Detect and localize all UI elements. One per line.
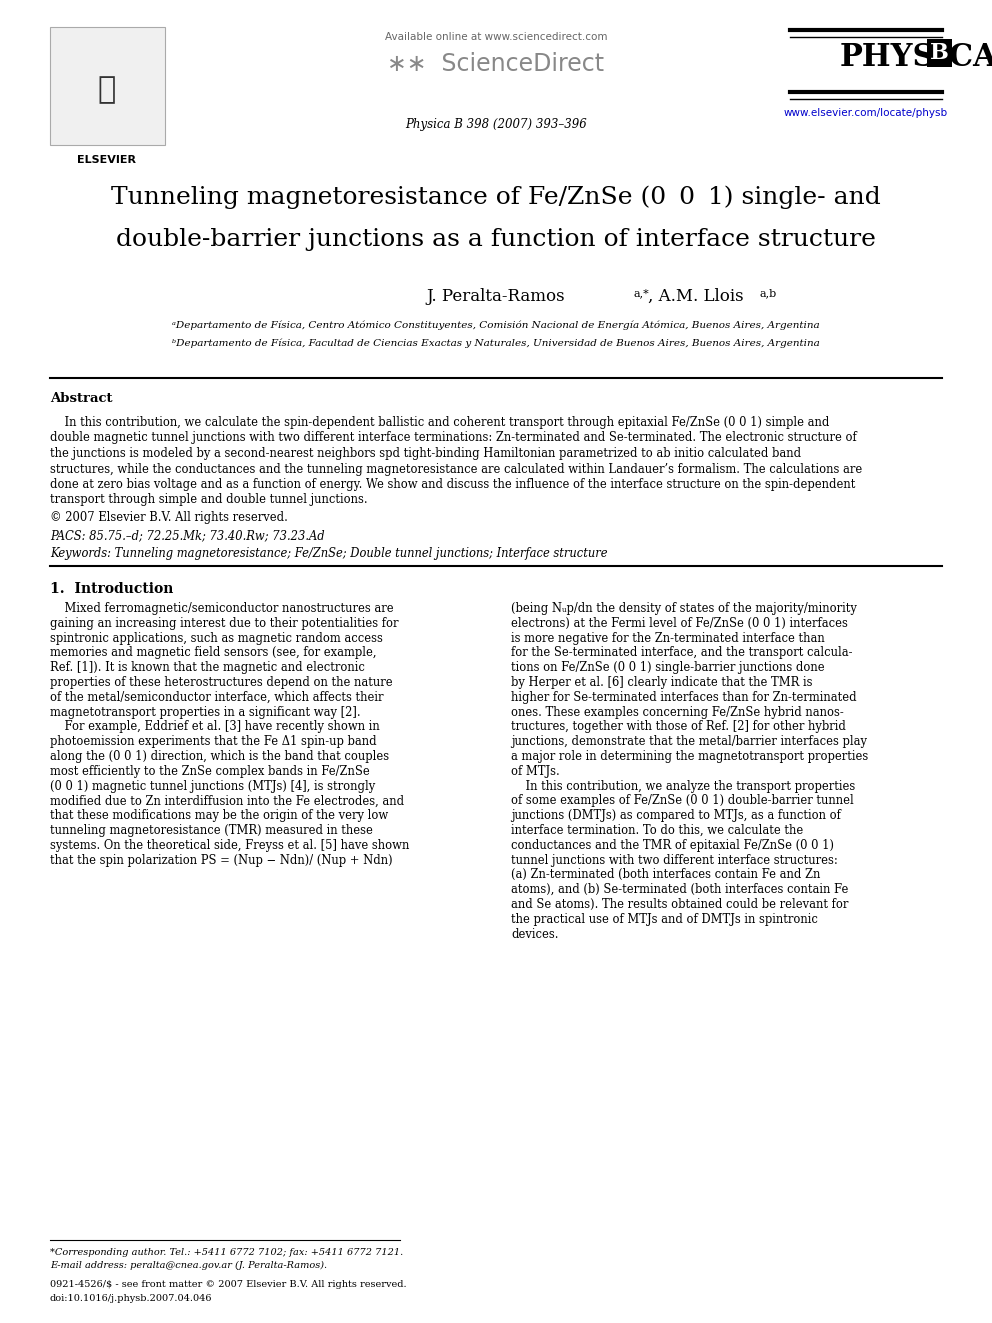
Text: structures, while the conductances and the tunneling magnetoresistance are calcu: structures, while the conductances and t… [50, 463, 862, 475]
Text: doi:10.1016/j.physb.2007.04.046: doi:10.1016/j.physb.2007.04.046 [50, 1294, 212, 1303]
Text: Keywords: Tunneling magnetoresistance; Fe/ZnSe; Double tunnel junctions; Interfa: Keywords: Tunneling magnetoresistance; F… [50, 546, 607, 560]
Text: Mixed ferromagnetic/semiconductor nanostructures are: Mixed ferromagnetic/semiconductor nanost… [50, 602, 394, 615]
Text: (a) Zn-terminated (both interfaces contain Fe and Zn: (a) Zn-terminated (both interfaces conta… [511, 868, 820, 881]
Text: gaining an increasing interest due to their potentialities for: gaining an increasing interest due to th… [50, 617, 399, 630]
Text: is more negative for the Zn-terminated interface than: is more negative for the Zn-terminated i… [511, 631, 824, 644]
Text: memories and magnetic field sensors (see, for example,: memories and magnetic field sensors (see… [50, 647, 377, 659]
Text: electrons) at the Fermi level of Fe/ZnSe (0 0 1) interfaces: electrons) at the Fermi level of Fe/ZnSe… [511, 617, 848, 630]
Text: higher for Se-terminated interfaces than for Zn-terminated: higher for Se-terminated interfaces than… [511, 691, 857, 704]
Text: , A.M. Llois: , A.M. Llois [648, 288, 744, 306]
Text: systems. On the theoretical side, Freyss et al. [5] have shown: systems. On the theoretical side, Freyss… [50, 839, 410, 852]
Text: the practical use of MTJs and of DMTJs in spintronic: the practical use of MTJs and of DMTJs i… [511, 913, 817, 926]
Text: atoms), and (b) Se-terminated (both interfaces contain Fe: atoms), and (b) Se-terminated (both inte… [511, 884, 848, 896]
Text: double magnetic tunnel junctions with two different interface terminations: Zn-t: double magnetic tunnel junctions with tw… [50, 431, 857, 445]
Text: of the metal/semiconductor interface, which affects their: of the metal/semiconductor interface, wh… [50, 691, 384, 704]
FancyBboxPatch shape [50, 26, 165, 146]
Text: (0 0 1) magnetic tunnel junctions (MTJs) [4], is strongly: (0 0 1) magnetic tunnel junctions (MTJs)… [50, 779, 375, 792]
Text: In this contribution, we analyze the transport properties: In this contribution, we analyze the tra… [511, 779, 855, 792]
Text: Abstract: Abstract [50, 392, 112, 405]
Text: tunneling magnetoresistance (TMR) measured in these: tunneling magnetoresistance (TMR) measur… [50, 824, 373, 837]
Text: 0921-4526/$ - see front matter © 2007 Elsevier B.V. All rights reserved.: 0921-4526/$ - see front matter © 2007 El… [50, 1279, 407, 1289]
Text: ᵃDepartamento de Física, Centro Atómico Constituyentes, Comisión Nacional de Ene: ᵃDepartamento de Física, Centro Atómico … [173, 320, 819, 329]
Text: of some examples of Fe/ZnSe (0 0 1) double-barrier tunnel: of some examples of Fe/ZnSe (0 0 1) doub… [511, 794, 854, 807]
Text: *Corresponding author. Tel.: +5411 6772 7102; fax: +5411 6772 7121.: *Corresponding author. Tel.: +5411 6772 … [50, 1248, 404, 1257]
Text: a,b: a,b [760, 288, 778, 298]
Text: ∗∗  ScienceDirect: ∗∗ ScienceDirect [388, 52, 604, 75]
Text: Tunneling magnetoresistance of Fe/ZnSe (0  0  1) single- and: Tunneling magnetoresistance of Fe/ZnSe (… [111, 185, 881, 209]
Text: done at zero bias voltage and as a function of energy. We show and discuss the i: done at zero bias voltage and as a funct… [50, 478, 855, 491]
Text: E-mail address: peralta@cnea.gov.ar (J. Peralta-Ramos).: E-mail address: peralta@cnea.gov.ar (J. … [50, 1261, 327, 1270]
Text: junctions (DMTJs) as compared to MTJs, as a function of: junctions (DMTJs) as compared to MTJs, a… [511, 810, 841, 822]
Text: devices.: devices. [511, 927, 558, 941]
Text: 🌲: 🌲 [98, 75, 116, 105]
Text: modified due to Zn interdiffusion into the Fe electrodes, and: modified due to Zn interdiffusion into t… [50, 794, 404, 807]
Text: that these modifications may be the origin of the very low: that these modifications may be the orig… [50, 810, 388, 822]
Text: a,*: a,* [634, 288, 650, 298]
Text: most efficiently to the ZnSe complex bands in Fe/ZnSe: most efficiently to the ZnSe complex ban… [50, 765, 370, 778]
Text: transport through simple and double tunnel junctions.: transport through simple and double tunn… [50, 493, 368, 507]
Text: © 2007 Elsevier B.V. All rights reserved.: © 2007 Elsevier B.V. All rights reserved… [50, 511, 288, 524]
Text: B: B [930, 42, 949, 64]
Text: ELSEVIER: ELSEVIER [77, 155, 137, 165]
Text: a major role in determining the magnetotransport properties: a major role in determining the magnetot… [511, 750, 868, 763]
Text: PACS: 85.75.–d; 72.25.Mk; 73.40.Rw; 73.23.Ad: PACS: 85.75.–d; 72.25.Mk; 73.40.Rw; 73.2… [50, 529, 324, 542]
Text: that the spin polarization PS = (Nup − Ndn)/ (Nup + Ndn): that the spin polarization PS = (Nup − N… [50, 853, 393, 867]
Text: ones. These examples concerning Fe/ZnSe hybrid nanos-: ones. These examples concerning Fe/ZnSe … [511, 705, 844, 718]
Text: (being Nᵤp/dn the density of states of the majority/minority: (being Nᵤp/dn the density of states of t… [511, 602, 857, 615]
Text: 1.  Introduction: 1. Introduction [50, 582, 174, 595]
Text: junctions, demonstrate that the metal/barrier interfaces play: junctions, demonstrate that the metal/ba… [511, 736, 867, 749]
Text: double-barrier junctions as a function of interface structure: double-barrier junctions as a function o… [116, 228, 876, 251]
Text: for the Se-terminated interface, and the transport calcula-: for the Se-terminated interface, and the… [511, 647, 852, 659]
Text: tunnel junctions with two different interface structures:: tunnel junctions with two different inte… [511, 853, 838, 867]
Text: J. Peralta-Ramos: J. Peralta-Ramos [427, 288, 565, 306]
Text: Ref. [1]). It is known that the magnetic and electronic: Ref. [1]). It is known that the magnetic… [50, 662, 365, 675]
Text: and Se atoms). The results obtained could be relevant for: and Se atoms). The results obtained coul… [511, 898, 848, 912]
Text: Physica B 398 (2007) 393–396: Physica B 398 (2007) 393–396 [405, 118, 587, 131]
Text: conductances and the TMR of epitaxial Fe/ZnSe (0 0 1): conductances and the TMR of epitaxial Fe… [511, 839, 834, 852]
Text: PHYSICA: PHYSICA [840, 42, 992, 73]
Text: magnetotransport properties in a significant way [2].: magnetotransport properties in a signifi… [50, 705, 361, 718]
Text: www.elsevier.com/locate/physb: www.elsevier.com/locate/physb [784, 108, 948, 118]
Text: tructures, together with those of Ref. [2] for other hybrid: tructures, together with those of Ref. [… [511, 721, 846, 733]
Text: tions on Fe/ZnSe (0 0 1) single-barrier junctions done: tions on Fe/ZnSe (0 0 1) single-barrier … [511, 662, 824, 675]
Text: photoemission experiments that the Fe Δ1 spin-up band: photoemission experiments that the Fe Δ1… [50, 736, 377, 749]
Text: For example, Eddrief et al. [3] have recently shown in: For example, Eddrief et al. [3] have rec… [50, 721, 380, 733]
Text: spintronic applications, such as magnetic random access: spintronic applications, such as magneti… [50, 631, 383, 644]
Text: ᵇDepartamento de Física, Facultad de Ciencias Exactas y Naturales, Universidad d: ᵇDepartamento de Física, Facultad de Cie… [173, 337, 819, 348]
Text: by Herper et al. [6] clearly indicate that the TMR is: by Herper et al. [6] clearly indicate th… [511, 676, 812, 689]
Text: Available online at www.sciencedirect.com: Available online at www.sciencedirect.co… [385, 32, 607, 42]
Text: along the (0 0 1) direction, which is the band that couples: along the (0 0 1) direction, which is th… [50, 750, 389, 763]
Text: interface termination. To do this, we calculate the: interface termination. To do this, we ca… [511, 824, 804, 837]
Text: of MTJs.: of MTJs. [511, 765, 559, 778]
Text: the junctions is modeled by a second-nearest neighbors spd tight-binding Hamilto: the junctions is modeled by a second-nea… [50, 447, 802, 460]
Text: properties of these heterostructures depend on the nature: properties of these heterostructures dep… [50, 676, 393, 689]
Text: In this contribution, we calculate the spin-dependent ballistic and coherent tra: In this contribution, we calculate the s… [50, 415, 829, 429]
